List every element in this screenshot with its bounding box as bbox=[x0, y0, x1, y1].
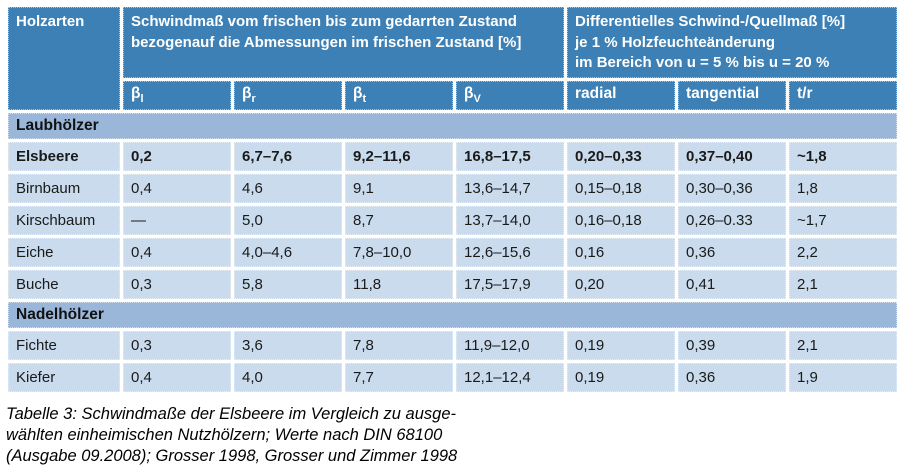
label: t/r bbox=[797, 85, 813, 103]
subscript: t bbox=[362, 93, 367, 106]
value-cell: 0,4 bbox=[123, 363, 231, 393]
sub-header-row: βl βr βt βV radial tangential t/r bbox=[8, 81, 898, 111]
value-cell: 3,6 bbox=[234, 331, 342, 361]
value-cell: 0,20 bbox=[567, 270, 676, 300]
value-cell: 12,1–12,4 bbox=[456, 363, 565, 393]
value-cell: 13,7–14,0 bbox=[456, 206, 565, 236]
value-cell: 7,8–10,0 bbox=[345, 238, 453, 268]
value-cell: ~1,7 bbox=[789, 206, 898, 236]
section-title: Nadelhölzer bbox=[8, 302, 898, 329]
value-cell: 9,1 bbox=[345, 174, 453, 204]
wood-name-cell: Elsbeere bbox=[8, 142, 120, 172]
label: radial bbox=[575, 85, 617, 103]
value-cell: 7,8 bbox=[345, 331, 453, 361]
beta-symbol: β bbox=[464, 85, 474, 103]
beta-symbol: β bbox=[131, 85, 141, 103]
value-cell: 0,15–0,18 bbox=[567, 174, 676, 204]
section-header-row: Nadelhölzer bbox=[8, 302, 898, 329]
wood-name-cell: Buche bbox=[8, 270, 120, 300]
value-cell: 4,6 bbox=[234, 174, 342, 204]
value-cell: 5,8 bbox=[234, 270, 342, 300]
value-cell: 4,0–4,6 bbox=[234, 238, 342, 268]
value-cell: — bbox=[123, 206, 231, 236]
column-header-holzarten: Holzarten bbox=[8, 7, 120, 111]
wood-name-cell: Fichte bbox=[8, 331, 120, 361]
beta-symbol: β bbox=[353, 85, 363, 103]
value-cell: 0,19 bbox=[567, 363, 676, 393]
value-cell: 0,41 bbox=[678, 270, 787, 300]
table-row: Fichte 0,3 3,6 7,8 11,9–12,0 0,19 0,39 2,1 bbox=[8, 331, 898, 361]
wood-name-cell: Eiche bbox=[8, 238, 120, 268]
table-row: Kirschbaum —5,0 8,7 13,7–14,0 0,16–0,18 0,26–… bbox=[8, 206, 898, 236]
value-cell: 16,8–17,5 bbox=[456, 142, 565, 172]
column-header-radial: radial bbox=[567, 81, 676, 111]
value-cell: 5,0 bbox=[234, 206, 342, 236]
value-cell: 9,2–11,6 bbox=[345, 142, 453, 172]
value-cell: 2,1 bbox=[789, 331, 898, 361]
value-cell: 0,3 bbox=[123, 331, 231, 361]
section-header-row: Laubhölzer bbox=[8, 113, 898, 140]
column-header-beta-v: βV bbox=[456, 81, 565, 111]
value-cell: 8,7 bbox=[345, 206, 453, 236]
value-cell: 0,26–0.33 bbox=[678, 206, 787, 236]
table-caption: Tabelle 3: Schwindmaße der Elsbeere im V… bbox=[6, 405, 458, 466]
wood-name-cell: Kiefer bbox=[8, 363, 120, 393]
value-cell: 0,3 bbox=[123, 270, 231, 300]
value-cell: 2,2 bbox=[789, 238, 898, 268]
subscript: l bbox=[140, 93, 144, 106]
subscript: V bbox=[473, 93, 481, 106]
value-cell: 0,36 bbox=[678, 238, 787, 268]
value-cell: ~1,8 bbox=[789, 142, 898, 172]
subscript: r bbox=[251, 93, 256, 106]
column-header-tangential: tangential bbox=[678, 81, 787, 111]
value-cell: 0,4 bbox=[123, 238, 231, 268]
beta-symbol: β bbox=[242, 85, 252, 103]
table-row: Elsbeere 0,2 6,7–7,6 9,2–11,6 16,8–17,5 0,20–… bbox=[8, 142, 898, 172]
value-cell: 7,7 bbox=[345, 363, 453, 393]
value-cell: 0,16 bbox=[567, 238, 676, 268]
value-cell: 17,5–17,9 bbox=[456, 270, 565, 300]
value-cell: 4,0 bbox=[234, 363, 342, 393]
wood-shrinkage-table: Holzarten Schwindmaß vom frischen bis zu… bbox=[5, 4, 900, 395]
table-row: Kiefer 0,4 4,0 7,7 12,1–12,4 0,19 0,36 1,9 bbox=[8, 363, 898, 393]
value-cell: 12,6–15,6 bbox=[456, 238, 565, 268]
value-cell: 0,2 bbox=[123, 142, 231, 172]
value-cell: 6,7–7,6 bbox=[234, 142, 342, 172]
value-cell: 2,1 bbox=[789, 270, 898, 300]
column-header-t-r: t/r bbox=[789, 81, 898, 111]
column-header-beta-t: βt bbox=[345, 81, 453, 111]
value-cell: 0,4 bbox=[123, 174, 231, 204]
value-cell: 11,9–12,0 bbox=[456, 331, 565, 361]
table-body: Laubhölzer Elsbeere 0,2 6,7–7,6 9,2–11,6 16,8… bbox=[8, 113, 898, 393]
table-row: Birnbaum 0,4 4,6 9,1 13,6–14,7 0,15–0,18 0,30–… bbox=[8, 174, 898, 204]
value-cell: 1,8 bbox=[789, 174, 898, 204]
wood-name-cell: Birnbaum bbox=[8, 174, 120, 204]
section-title: Laubhölzer bbox=[8, 113, 898, 140]
value-cell: 0,36 bbox=[678, 363, 787, 393]
value-cell: 0,30–0,36 bbox=[678, 174, 787, 204]
column-header-beta-r: βr bbox=[234, 81, 342, 111]
label: tangential bbox=[686, 85, 760, 103]
wood-name-cell: Kirschbaum bbox=[8, 206, 120, 236]
value-cell: 0,20–0,33 bbox=[567, 142, 676, 172]
value-cell: 0,39 bbox=[678, 331, 787, 361]
main-header-row: Holzarten Schwindmaß vom frischen bis zu… bbox=[8, 7, 898, 111]
value-cell: 0,16–0,18 bbox=[567, 206, 676, 236]
value-cell: 11,8 bbox=[345, 270, 453, 300]
table-row: Buche 0,3 5,8 11,8 17,5–17,9 0,20 0,41 2,1 bbox=[8, 270, 898, 300]
value-cell: 1,9 bbox=[789, 363, 898, 393]
column-header-beta-l: βl bbox=[123, 81, 231, 111]
group-header-schwindmass: Schwindmaß vom frischen bis zum gedarrte… bbox=[123, 7, 565, 79]
group-header-differentielles: Differentielles Schwind-/Quellmaß [%] je… bbox=[567, 7, 898, 79]
value-cell: 0,19 bbox=[567, 331, 676, 361]
value-cell: 13,6–14,7 bbox=[456, 174, 565, 204]
value-cell: 0,37–0,40 bbox=[678, 142, 787, 172]
table-row: Eiche 0,4 4,0–4,6 7,8–10,0 12,6–15,6 0,16 0,36… bbox=[8, 238, 898, 268]
